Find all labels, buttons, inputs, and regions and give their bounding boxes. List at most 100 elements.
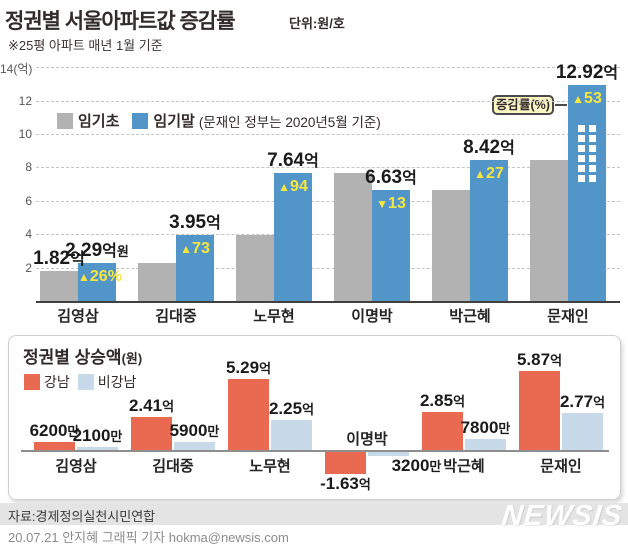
- bar-break-pattern-square: [578, 125, 585, 132]
- value-num: 2.77: [560, 392, 593, 411]
- category-label: 김대중: [133, 455, 213, 476]
- bar-break-pattern-square: [578, 175, 585, 182]
- pct-change-label: ▲53: [568, 90, 606, 108]
- value-unit: 억: [302, 402, 314, 417]
- bar-break-pattern-square: [578, 145, 585, 152]
- y-axis-tick-label: 12: [0, 94, 32, 108]
- pct-change-label: ▲73: [176, 240, 214, 258]
- bar-break-pattern-square: [589, 165, 596, 172]
- value-num: 7800: [461, 418, 499, 437]
- value-unit: 억: [70, 251, 85, 268]
- value-num: 2.41: [129, 396, 162, 415]
- pct-value: 13: [388, 195, 406, 212]
- end-value-label: 3.95억: [135, 209, 255, 234]
- bar-break-pattern-square: [589, 175, 596, 182]
- pct-callout-label: 증감률(%): [492, 95, 554, 115]
- value-unit: 억: [603, 65, 618, 82]
- up-triangle-icon: ▲: [78, 270, 90, 284]
- bar-break-pattern-square: [589, 135, 596, 142]
- rise-value-label: 5.29억: [189, 358, 309, 378]
- value-num: 2100: [73, 426, 111, 445]
- value-unit: 만: [498, 421, 510, 436]
- pct-change-label: ▲27: [470, 165, 508, 183]
- pct-change-label: ▼13: [372, 195, 410, 213]
- value-unit: 억: [359, 477, 371, 492]
- value-num: 3.95: [169, 212, 206, 233]
- value-unit: 억: [550, 353, 562, 368]
- rise-value-label: 2.41억: [92, 396, 212, 416]
- bar-break-pattern-square: [578, 155, 585, 162]
- y-axis-tick-label: 14(억): [0, 60, 32, 77]
- rise-value-label: 2.85억: [383, 391, 503, 411]
- value-num: -1.63: [320, 474, 359, 493]
- value-unit: 억: [259, 361, 271, 376]
- value-unit: 억: [402, 170, 417, 187]
- y-axis-tick-label: 8: [0, 160, 32, 174]
- up-triangle-icon: ▲: [474, 167, 486, 181]
- rise-value-label: 2.77억: [523, 392, 628, 412]
- pct-value: 94: [290, 178, 308, 195]
- value-num: 6.63: [365, 167, 402, 188]
- legend-label-term-end: 임기말: [153, 110, 194, 131]
- bar-break-pattern-square: [578, 135, 585, 142]
- legend-swatch-term-end: [132, 113, 148, 129]
- value-num: 1.82: [33, 248, 70, 269]
- pct-change-label: ▲26%: [78, 268, 116, 286]
- legend-swatch-term-start: [57, 113, 73, 129]
- bar-non-gangnam: [174, 442, 215, 450]
- value-num: 2.85: [420, 391, 453, 410]
- category-label: 김영삼: [36, 455, 116, 476]
- rise-value-label: 5.87억: [480, 350, 600, 370]
- legend-note: (문재인 정부는 2020년5월 기준): [199, 111, 381, 131]
- bar-term-start: [432, 190, 470, 301]
- value-unit: 억: [453, 394, 465, 409]
- x-axis-line: [21, 450, 609, 452]
- value-unit: 만: [110, 429, 122, 444]
- value-unit: 억: [500, 140, 515, 157]
- end-value-label: 12.92억: [527, 59, 628, 84]
- end-value-label: 6.63억: [331, 164, 451, 189]
- bar-term-start: [334, 173, 372, 301]
- bar-break-pattern-square: [589, 155, 596, 162]
- value-unit: 억: [206, 215, 221, 232]
- down-triangle-icon: ▼: [376, 197, 388, 211]
- end-value-label: 8.42억: [429, 134, 549, 159]
- x-axis-line: [36, 301, 620, 303]
- value-unit: 억: [593, 395, 605, 410]
- bar-non-gangnam: [77, 447, 118, 450]
- category-label: 노무현: [234, 305, 314, 326]
- callout-connector-line: [555, 104, 567, 106]
- value-num: 5900: [170, 421, 208, 440]
- byline: 20.07.21 안지혜 그래픽 기자 hokma@newsis.com: [8, 527, 289, 546]
- bar-non-gangnam: [562, 413, 603, 450]
- category-label: 김영삼: [38, 305, 118, 326]
- rise-value-label: 2.25억: [232, 399, 352, 419]
- value-num: 12.92: [556, 62, 604, 83]
- top-chart-legend: 임기초 임기말 (문재인 정부는 2020년5월 기준): [57, 110, 381, 131]
- bar-term-start: [236, 235, 274, 301]
- bar-non-gangnam: [271, 420, 312, 450]
- up-triangle-icon: ▲: [278, 180, 290, 194]
- y-axis-tick-label: 10: [0, 127, 32, 141]
- category-label: 이명박: [332, 305, 412, 326]
- newsis-logo: NEWSIS: [500, 500, 624, 533]
- bar-break-pattern-square: [589, 125, 596, 132]
- bar-term-start: [138, 263, 176, 301]
- source-credit: 자료:경제정의실천시민연합: [8, 506, 155, 525]
- category-label: 박근혜: [430, 305, 510, 326]
- pct-value: 26%: [90, 268, 122, 285]
- gridline: [36, 101, 620, 102]
- value-unit: 만: [207, 424, 219, 439]
- pct-value: 53: [584, 90, 602, 107]
- legend-label-term-start: 임기초: [78, 110, 119, 131]
- value-num: 5.87: [517, 350, 550, 369]
- y-axis-tick-label: 4: [0, 227, 32, 241]
- up-triangle-icon: ▲: [572, 92, 584, 106]
- category-label: 문재인: [521, 455, 601, 476]
- category-label: 문재인: [528, 305, 608, 326]
- bar-break-pattern-square: [589, 145, 596, 152]
- pct-value: 73: [192, 240, 210, 257]
